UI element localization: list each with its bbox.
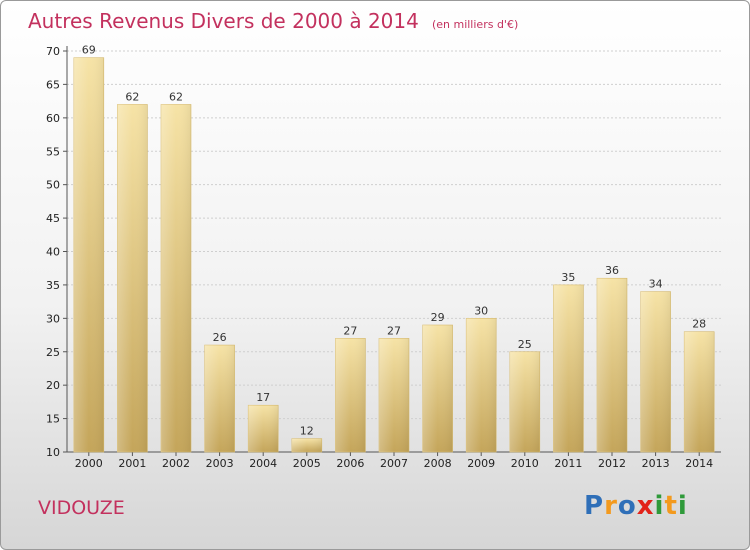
bar-shade (335, 338, 366, 452)
bar-shade (204, 345, 235, 452)
data-label: 17 (256, 391, 270, 404)
y-tick-label: 65 (46, 78, 60, 91)
data-label: 29 (431, 311, 445, 324)
data-label: 27 (387, 324, 401, 337)
x-tick-label: 2008 (424, 457, 452, 470)
data-label: 34 (649, 278, 663, 291)
data-label: 69 (82, 44, 96, 57)
bar-shade (291, 438, 322, 452)
place-name: VIDOUZE (38, 497, 125, 519)
bar-shade (379, 338, 409, 452)
bar-shade (509, 351, 540, 452)
labels: 10 15 20 25 30 35 40 45 50 55 60 65 70 69 2000 62 2001 62… (46, 44, 713, 470)
data-label: 26 (213, 331, 227, 344)
logo-letter: i (654, 491, 665, 521)
data-label: 12 (300, 425, 314, 438)
data-label: 62 (125, 90, 139, 103)
bar-shade (466, 318, 497, 452)
y-tick-label: 20 (46, 379, 60, 392)
bar-shade (553, 284, 584, 452)
x-tick-label: 2002 (162, 457, 190, 470)
y-tick-label: 50 (46, 179, 60, 192)
chart-subtitle: (en milliers d'€) (431, 18, 519, 31)
bar-shade (73, 57, 104, 452)
x-tick-label: 2014 (685, 457, 713, 470)
logo-letter: t (664, 491, 678, 521)
y-tick-label: 45 (46, 212, 60, 225)
x-tick-label: 2013 (642, 457, 670, 470)
y-tick-label: 25 (46, 346, 60, 359)
x-tick-label: 2004 (249, 457, 277, 470)
y-tick-label: 10 (46, 446, 60, 459)
data-label: 28 (692, 318, 706, 331)
title-row: Autres Revenus Divers de 2000 à 2014 (en… (28, 9, 518, 33)
x-tick-label: 2011 (554, 457, 582, 470)
x-tick-label: 2007 (380, 457, 408, 470)
data-label: 62 (169, 90, 183, 103)
y-tick-label: 40 (46, 246, 60, 259)
y-tick-label: 60 (46, 112, 60, 125)
chart-title: Autres Revenus Divers de 2000 à 2014 (28, 9, 419, 33)
x-tick-label: 2012 (598, 457, 626, 470)
logo-letter: o (617, 491, 637, 521)
x-tick-label: 2009 (467, 457, 495, 470)
bars (73, 57, 715, 453)
y-tick-label: 15 (46, 413, 60, 426)
data-label: 36 (605, 264, 619, 277)
bar-shade (597, 278, 627, 452)
y-tick-label: 70 (46, 45, 60, 58)
bar-shade (161, 104, 191, 452)
data-label: 25 (518, 338, 532, 351)
data-label: 27 (343, 324, 357, 337)
bar-shade (684, 331, 715, 452)
logo-letter: P (584, 491, 605, 521)
bar-shade (117, 104, 148, 452)
proxiti-logo: Proxiti (584, 491, 688, 521)
logo-letter: r (604, 491, 618, 521)
x-tick-label: 2000 (75, 457, 103, 470)
logo-letter: i (677, 491, 688, 521)
x-tick-label: 2003 (206, 457, 234, 470)
x-tick-label: 2005 (293, 457, 321, 470)
bar-shade (248, 405, 279, 452)
y-tick-label: 35 (46, 279, 60, 292)
bar-shade (422, 325, 453, 452)
x-tick-label: 2010 (511, 457, 539, 470)
logo-letter: x (636, 491, 655, 521)
bar-shade (640, 291, 671, 452)
data-label: 30 (474, 304, 488, 317)
y-tick-label: 30 (46, 312, 60, 325)
x-tick-label: 2001 (118, 457, 146, 470)
x-tick-label: 2006 (336, 457, 364, 470)
data-label: 35 (561, 271, 575, 284)
y-tick-label: 55 (46, 145, 60, 158)
